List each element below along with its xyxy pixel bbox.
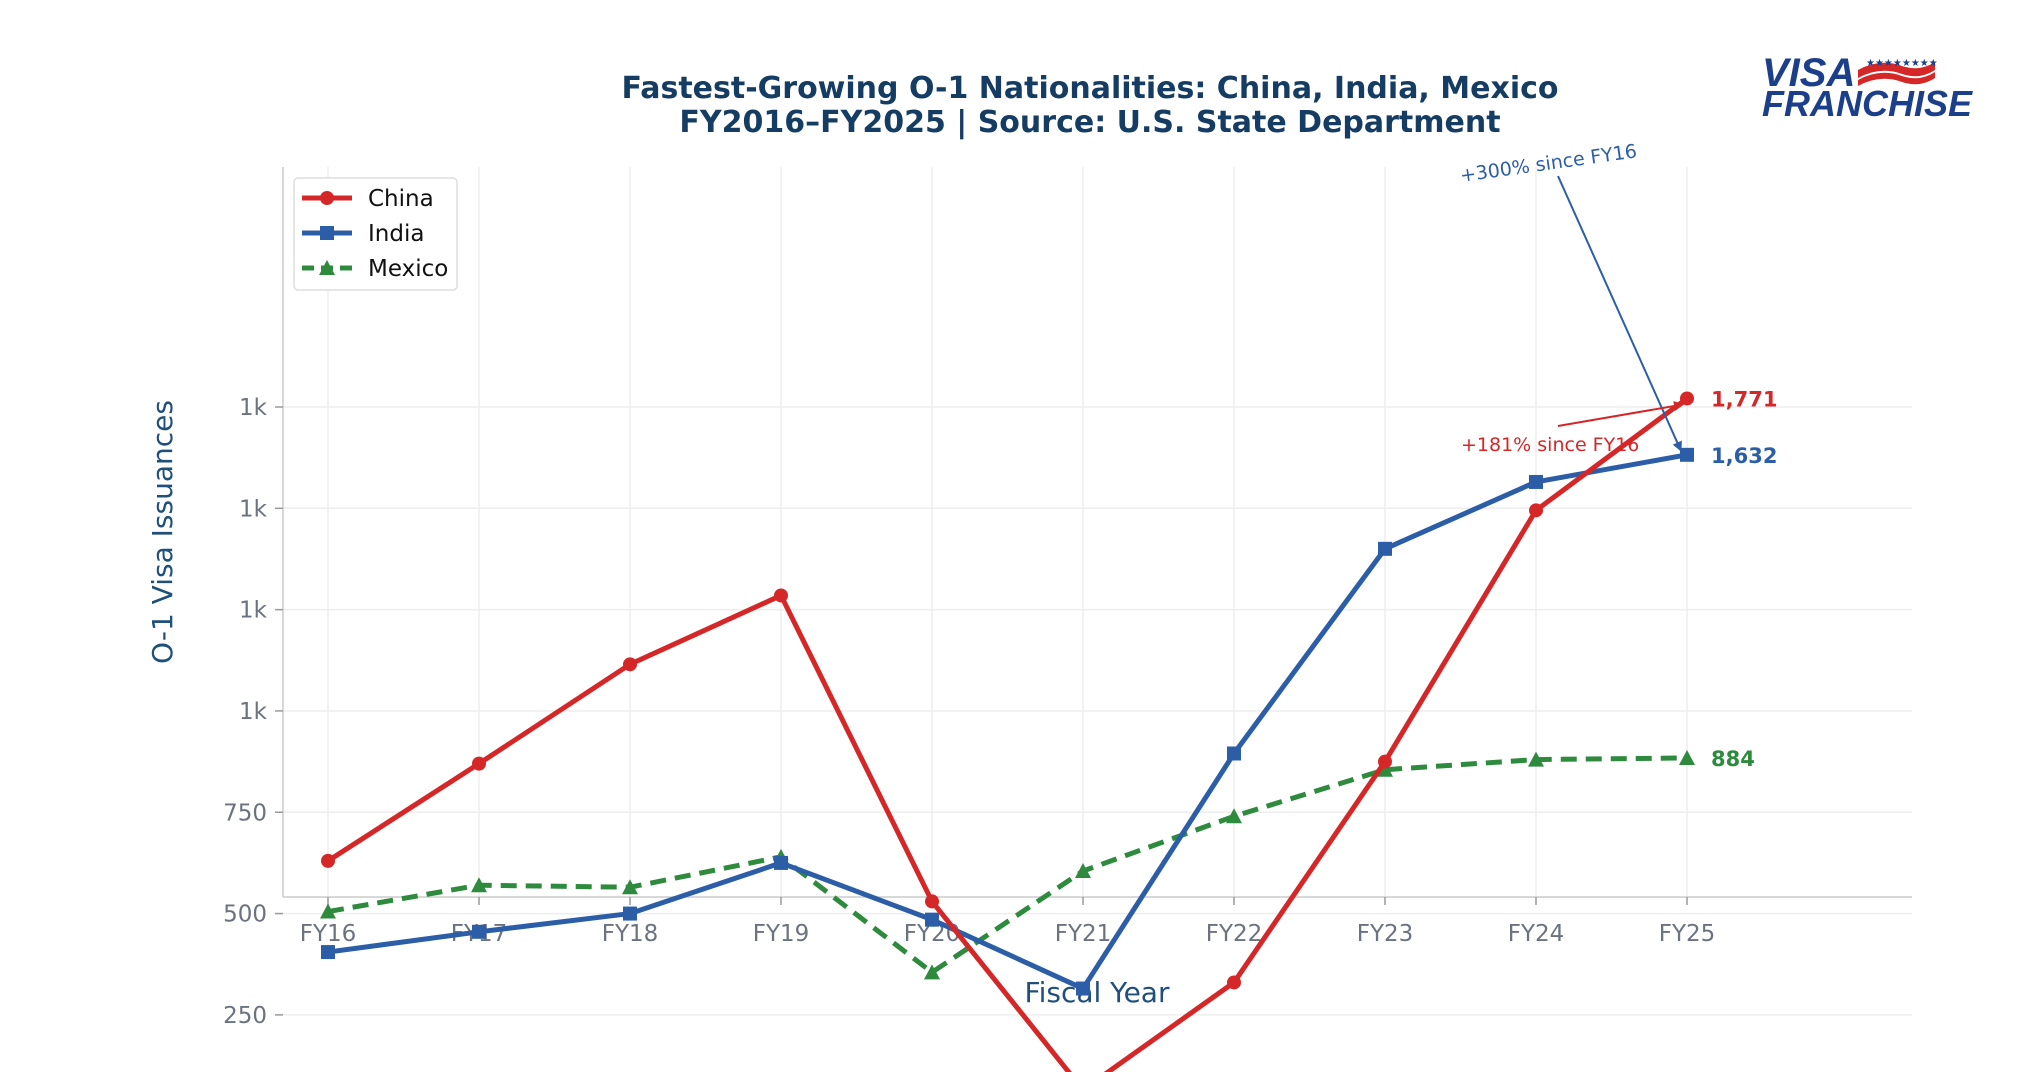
y-tick-label: 1k [239, 699, 268, 725]
x-tick-label: FY23 [1357, 921, 1414, 947]
data-point-mexico [1528, 751, 1544, 767]
data-point-china [1378, 754, 1392, 769]
data-point-china [1227, 975, 1241, 990]
data-point-china [1529, 503, 1543, 518]
x-tick-label: FY19 [753, 921, 810, 947]
series-china [321, 391, 1694, 1072]
data-point-mexico [471, 877, 487, 893]
annotations: +300% since FY16 +181% since FY16 [1459, 140, 1684, 456]
end-labels: 1,771 1,632 884 [1711, 387, 1777, 770]
series-line-china [326, 396, 1689, 1072]
data-point-india [1227, 746, 1241, 761]
data-point-india [472, 924, 486, 939]
data-point-india [321, 945, 335, 960]
x-tick-label: FY18 [602, 921, 659, 947]
y-tick-label: 750 [223, 800, 267, 826]
brand-logo: VISA FRANCHISE ★★★★★★★★ [1762, 51, 1973, 124]
annotation-text: +300% since FY16 [1459, 140, 1639, 187]
data-point-china [623, 657, 637, 672]
data-point-mexico [622, 879, 638, 895]
chart-subtitle: FY2016–FY2025 | Source: U.S. State Depar… [679, 105, 1500, 140]
data-point-mexico [1377, 761, 1393, 777]
data-point-mexico [1075, 863, 1091, 879]
data-point-india [623, 906, 637, 921]
data-point-mexico [320, 903, 336, 919]
annotation-arrow [1557, 401, 1684, 427]
y-tick-label: 1k [239, 598, 268, 624]
x-ticks: FY16FY17FY18FY19FY20FY21FY22FY23FY24FY25 [300, 897, 1716, 947]
end-label-mexico: 884 [1711, 747, 1755, 771]
data-point-china [472, 756, 486, 771]
x-tick-label: FY21 [1055, 921, 1112, 947]
data-point-india [1529, 474, 1543, 489]
annotation-china: +181% since FY16 [1461, 401, 1684, 456]
y-ticks: 250 500 750 1k 1k 1k 1k [223, 395, 283, 1029]
legend-label-india: India [368, 221, 424, 247]
svg-text:★★★★★★★★: ★★★★★★★★ [1866, 58, 1938, 69]
x-tick-label: FY16 [300, 921, 357, 947]
chart-title: Fastest-Growing O-1 Nationalities: China… [621, 71, 1558, 106]
data-point-mexico [1679, 749, 1695, 765]
legend-marker-china [320, 191, 334, 205]
y-tick-label: 250 [223, 1003, 267, 1029]
legend-item-china: China [302, 186, 434, 212]
x-tick-label: FY22 [1206, 921, 1263, 947]
annotation-arrow [1557, 175, 1682, 452]
data-point-india [925, 912, 939, 927]
legend-item-india: India [302, 221, 424, 247]
flag-icon: ★★★★★★★★ [1858, 58, 1938, 86]
data-point-china [774, 588, 788, 603]
legend-box [293, 177, 458, 291]
data-point-india [774, 855, 788, 870]
y-tick-label: 1k [239, 395, 268, 421]
end-label-india: 1,632 [1711, 444, 1777, 468]
series-india [321, 447, 1694, 996]
data-point-mexico [924, 964, 940, 980]
y-tick-label: 1k [239, 496, 268, 522]
annotation-text: +181% since FY16 [1461, 434, 1639, 456]
series [320, 391, 1695, 1072]
logo-text-visa: VISA [1762, 51, 1855, 95]
logo-text-franchise: FRANCHISE [1762, 83, 1973, 124]
legend-marker-india [320, 226, 334, 240]
legend-marker-mexico [319, 260, 335, 275]
x-tick-label: FY25 [1659, 921, 1716, 947]
data-point-india [1076, 981, 1090, 996]
series-line-mexico [327, 755, 1688, 975]
legend-item-mexico: Mexico [302, 256, 448, 282]
data-point-india [1378, 541, 1392, 556]
data-point-china [1680, 391, 1694, 406]
data-point-mexico [1226, 808, 1242, 824]
series-mexico [320, 749, 1695, 980]
annotation-india: +300% since FY16 [1459, 140, 1682, 452]
x-tick-label: FY24 [1508, 921, 1565, 947]
end-label-china: 1,771 [1711, 387, 1777, 411]
data-point-india [1680, 447, 1694, 462]
y-axis-label: O-1 Visa Issuances [146, 400, 179, 664]
series-line-india [327, 452, 1688, 992]
y-tick-label: 500 [223, 902, 267, 928]
legend-label-china: China [368, 186, 434, 212]
legend: China India Mexico [293, 177, 458, 291]
x-axis-label: Fiscal Year [1025, 976, 1170, 1009]
data-point-china [925, 894, 939, 909]
axes [282, 167, 1912, 898]
data-point-china [321, 853, 335, 868]
legend-label-mexico: Mexico [368, 256, 448, 282]
